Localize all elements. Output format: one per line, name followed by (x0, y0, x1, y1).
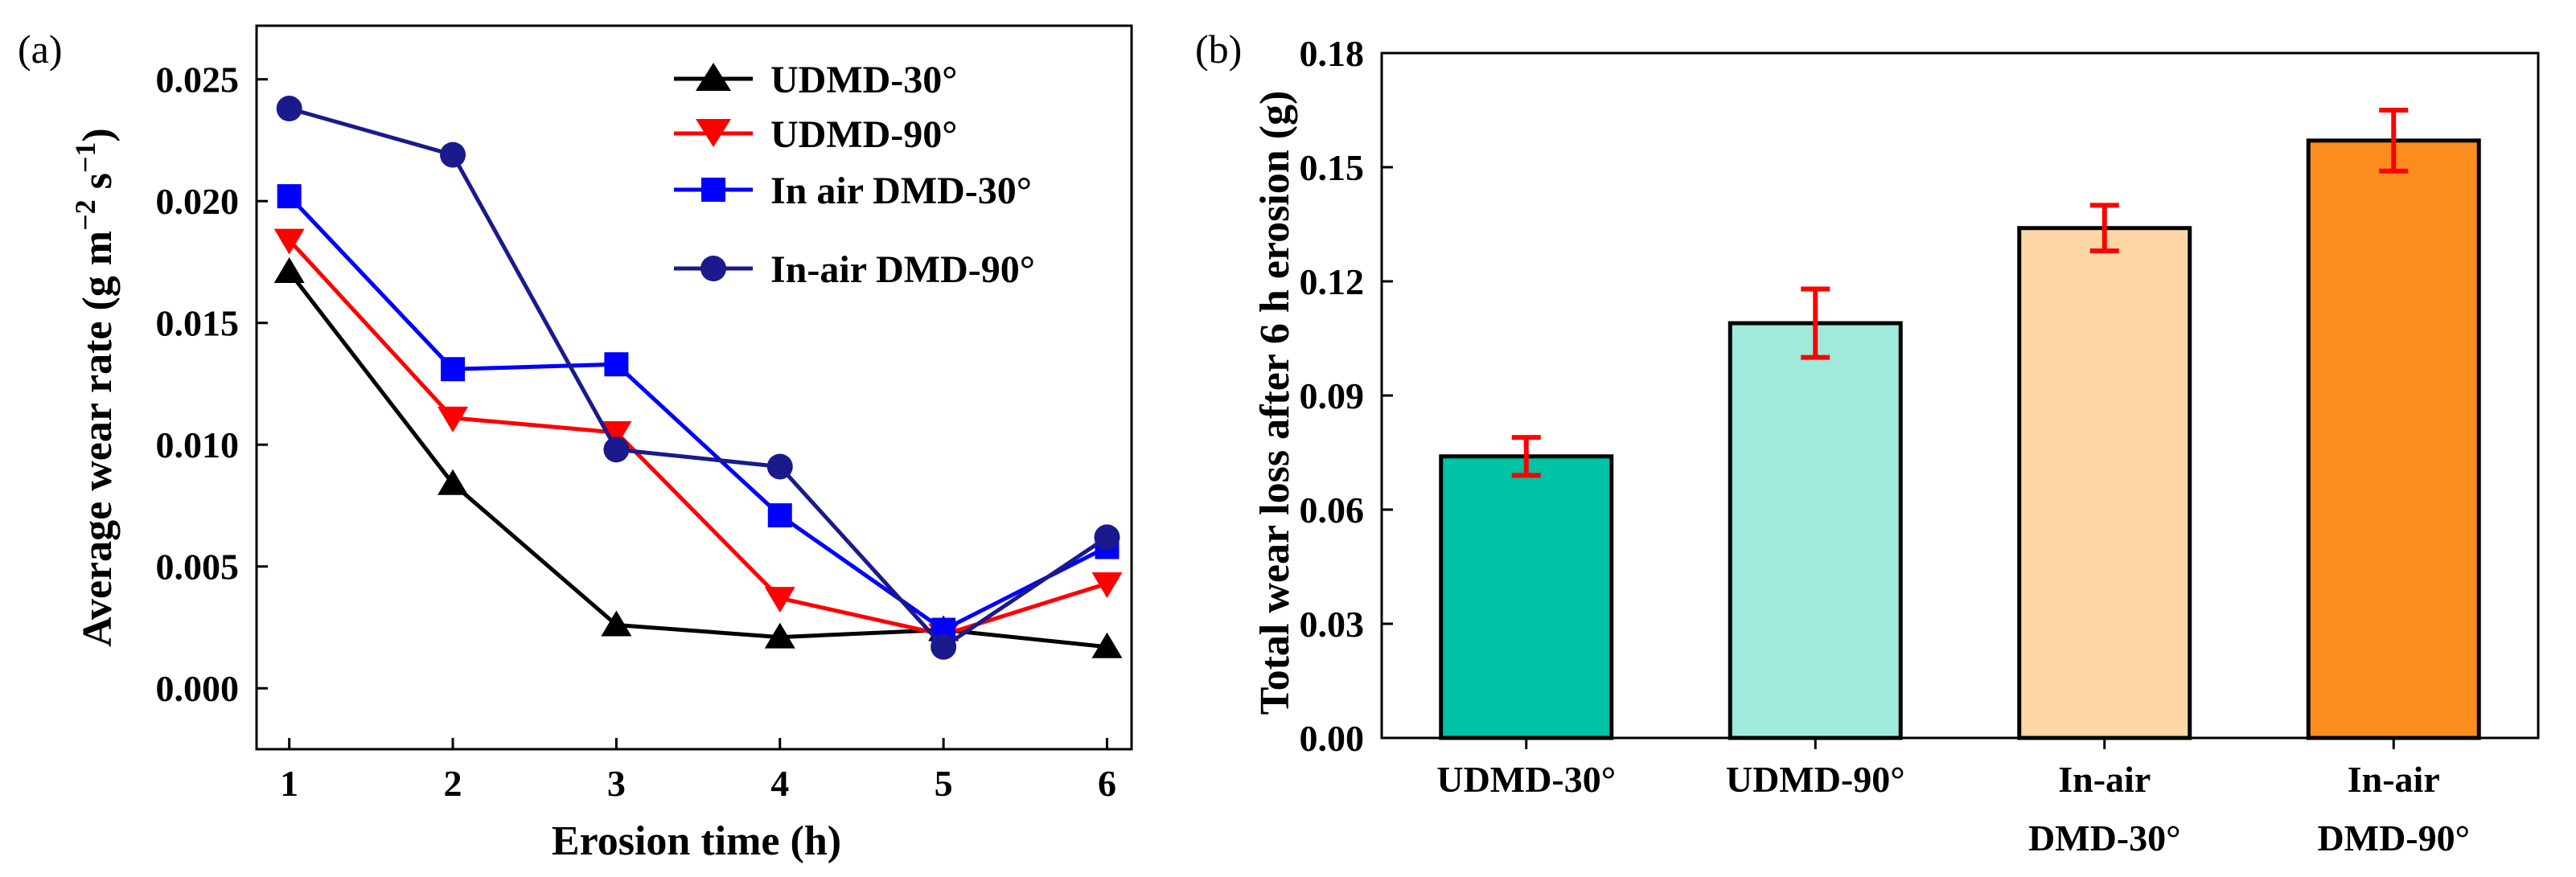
series-line (287, 270, 1107, 650)
panel-a-y-label-sup1: −2 (69, 199, 101, 231)
x-tick-label: 4 (770, 763, 789, 804)
legend-label-in-air-dmd-30: In air DMD-30° (770, 170, 1032, 212)
y-tick-label: 0.005 (156, 547, 240, 588)
series-line (287, 195, 1108, 633)
data-point (273, 257, 305, 284)
y-tick-label: 0.12 (1300, 261, 1365, 302)
data-point (440, 141, 466, 168)
data-point (604, 352, 629, 377)
panel-a-y-label-sup2: −1 (69, 142, 101, 174)
y-tick-label: 0.06 (1300, 490, 1365, 531)
panel-b-y-axis-label: Total wear loss after 6 h erosion (g) (1252, 91, 1298, 715)
panel-b-bars (1439, 108, 2481, 740)
y-tick-label: 0.00 (1300, 718, 1365, 759)
data-point (438, 469, 469, 495)
data-point (603, 436, 630, 463)
legend-item-udmd-90: UDMD-90° (674, 113, 957, 156)
series-0 (273, 257, 1123, 658)
panel-a-y-label-mid: s (75, 173, 121, 199)
data-point (766, 453, 793, 480)
legend-label-in-air-dmd-90: In-air DMD-90° (770, 248, 1035, 291)
y-tick-label: 0.000 (156, 668, 240, 709)
data-point (1094, 524, 1120, 551)
category-label-line2: DMD-90° (2317, 818, 2470, 859)
category-label-line2: DMD-30° (2028, 818, 2181, 859)
panel-a-plot-frame (255, 24, 1133, 751)
series-line (288, 106, 1108, 650)
panel-a-y-axis-label: Average wear rate (g m−2 s−1) (69, 128, 121, 646)
data-point (601, 610, 632, 637)
panel-a-y-label-end: ) (75, 128, 121, 141)
legend-triangle-down-icon (696, 119, 731, 147)
legend-item-in-air-dmd-30: In air DMD-30° (674, 170, 1032, 212)
data-point (273, 228, 305, 255)
panel-b: (b) 0.00 0.03 0.06 0.09 0.12 0.15 0.18 UDMD-30… (1195, 27, 2540, 859)
series-line (287, 238, 1108, 637)
legend-item-udmd-30: UDMD-30° (674, 59, 957, 101)
x-tick-label: 2 (444, 763, 462, 804)
panel-a: (a) 0.000 0.005 0.010 0.015 0.020 0.025 1 2 3 4 5… (18, 24, 1133, 864)
panel-a-label: (a) (18, 27, 63, 72)
x-tick-label: 6 (1098, 763, 1116, 804)
panel-a-x-axis: 1 2 3 4 5 6 (280, 738, 1116, 804)
bar (2017, 226, 2192, 740)
data-point (931, 633, 957, 660)
data-point (438, 406, 469, 432)
data-point (276, 96, 302, 122)
panel-b-label: (b) (1195, 27, 1242, 72)
y-tick-label: 0.09 (1300, 375, 1365, 416)
panel-a-y-label-main: Average wear rate (g m (75, 231, 121, 647)
bar (1439, 454, 1614, 740)
category-label: UDMD-30° (1436, 759, 1616, 800)
panel-a-y-axis: 0.000 0.005 0.010 0.015 0.020 0.025 (156, 59, 268, 709)
svg-text:Average wear rate (g m−2 s−1): Average wear rate (g m−2 s−1) (69, 128, 121, 646)
bar (2306, 138, 2481, 740)
series-3 (276, 96, 1120, 660)
legend-label-udmd-30: UDMD-30° (770, 59, 957, 101)
legend-circle-icon (700, 256, 726, 281)
panel-a-series (273, 96, 1123, 660)
y-tick-label: 0.010 (156, 424, 240, 465)
data-point (1091, 572, 1123, 598)
data-point (764, 587, 795, 613)
y-tick-label: 0.03 (1300, 604, 1365, 645)
legend-item-in-air-dmd-90: In-air DMD-90° (674, 248, 1035, 291)
x-tick-label: 3 (607, 763, 626, 804)
y-tick-label: 0.025 (156, 59, 240, 100)
legend-square-icon (701, 178, 725, 202)
bar (1728, 321, 1903, 740)
panel-a-x-axis-label: Erosion time (h) (552, 818, 841, 864)
y-tick-label: 0.15 (1300, 147, 1365, 188)
legend-label-udmd-90: UDMD-90° (770, 113, 957, 156)
x-tick-label: 1 (280, 763, 298, 804)
data-point (764, 622, 795, 649)
panel-b-x-axis: UDMD-30° UDMD-90° In-air DMD-30° In-air DMD-9… (1436, 738, 2470, 859)
data-point (441, 357, 466, 382)
category-label: In-air (2348, 759, 2440, 800)
category-label: In-air (2058, 759, 2151, 800)
y-tick-label: 0.18 (1300, 33, 1365, 74)
legend-triangle-up-icon (696, 63, 731, 91)
category-label: UDMD-90° (1726, 759, 1905, 800)
y-tick-label: 0.020 (156, 181, 240, 222)
data-point (601, 421, 632, 448)
data-point (1091, 632, 1123, 658)
y-tick-label: 0.015 (156, 303, 240, 344)
panel-b-y-axis: 0.00 0.03 0.06 0.09 0.12 0.15 0.18 (1300, 33, 1393, 759)
data-point (767, 503, 792, 528)
x-tick-label: 5 (935, 763, 953, 804)
panel-a-legend: UDMD-30° UDMD-90° In air DMD-30° In-air … (674, 59, 1035, 291)
data-point (277, 184, 302, 209)
